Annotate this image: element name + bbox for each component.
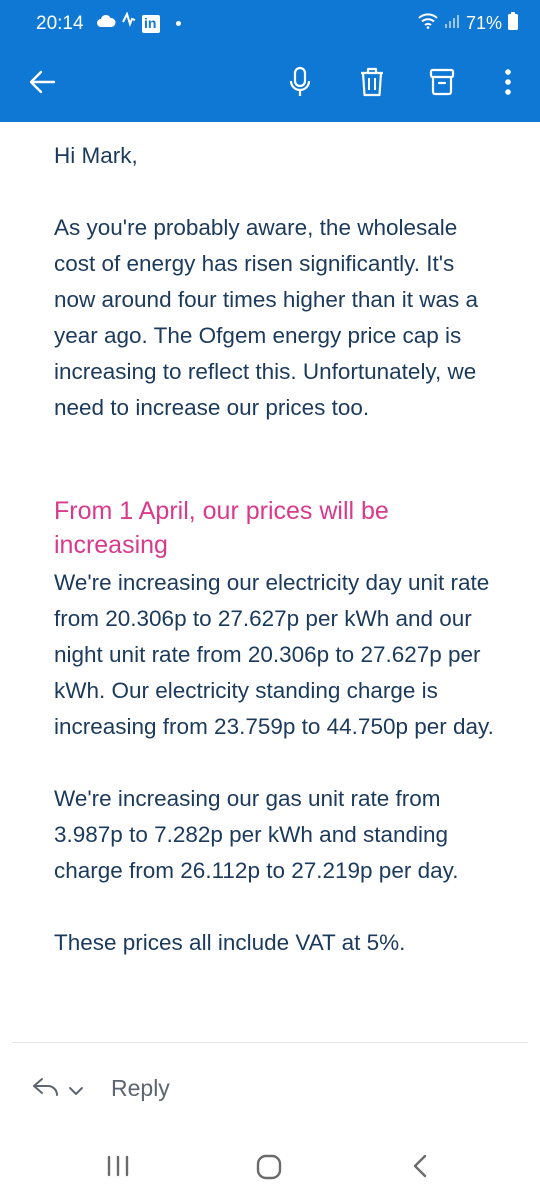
email-paragraph-intro: As you're probably aware, the wholesale … [54,215,478,420]
dot-icon [176,21,181,26]
reply-arrow-icon [32,1077,60,1102]
linkedin-icon: in [142,14,160,33]
battery-icon [508,12,518,35]
recent-apps-icon[interactable] [106,1155,130,1182]
delete-button[interactable] [344,46,400,122]
status-system-icons: 71% [418,12,518,35]
back-button[interactable] [14,46,70,122]
archive-icon [429,68,455,101]
archive-button[interactable] [414,46,470,122]
chevron-down-icon [68,1083,84,1101]
spacer [54,426,494,494]
back-arrow-icon [28,70,56,99]
spacer [54,889,494,925]
reply-options-button[interactable] [28,1071,94,1107]
reply-bar: Reply [0,1043,540,1133]
status-bar: 20:14 in 71% [0,0,540,46]
status-time: 20:14 [36,13,84,34]
status-notification-icons: in [96,11,181,35]
email-paragraph-vat: These prices all include VAT at 5%. [54,930,406,955]
spacer [54,745,494,781]
activity-icon [122,11,136,35]
email-paragraph-electricity: We're increasing our electricity day uni… [54,570,494,739]
spacer [54,174,494,210]
dictate-button[interactable] [272,46,328,122]
home-icon[interactable] [256,1154,282,1185]
email-paragraph-gas: We're increasing our gas unit rate from … [54,786,459,883]
linkedin-logo-text: in [144,14,157,31]
back-icon[interactable] [412,1154,428,1183]
more-options-button[interactable] [480,46,536,122]
signal-icon [444,13,460,34]
reply-divider [12,1042,528,1043]
email-toolbar [0,46,540,122]
system-nav-bar [0,1133,540,1200]
cloud-icon [96,14,116,33]
email-greeting: Hi Mark, [54,143,138,168]
email-body: Hi Mark, As you're probably aware, the w… [54,122,494,961]
battery-percent: 71% [465,13,502,33]
microphone-icon [289,66,311,103]
more-vertical-icon [504,68,512,101]
trash-icon [359,67,385,102]
wifi-icon [418,13,438,34]
reply-button[interactable]: Reply [111,1075,170,1101]
email-section-heading: From 1 April, our prices will be increas… [54,497,389,559]
